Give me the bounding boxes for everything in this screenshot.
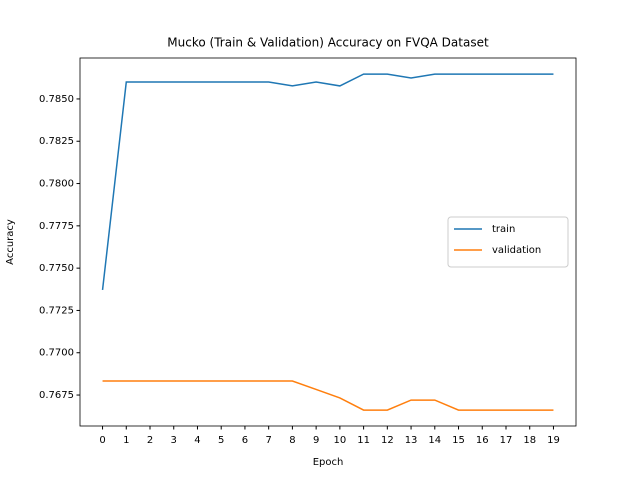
x-tick-label: 7 [265, 435, 271, 446]
x-tick-label: 15 [452, 435, 465, 446]
x-tick-label: 13 [405, 435, 418, 446]
x-tick-label: 4 [194, 435, 200, 446]
y-tick-label: 0.7750 [39, 263, 74, 274]
x-tick-label: 17 [500, 435, 513, 446]
x-axis-label: Epoch [313, 457, 344, 468]
legend-label: validation [492, 245, 541, 256]
y-tick-label: 0.7675 [39, 390, 74, 401]
x-tick-label: 12 [381, 435, 394, 446]
x-tick-label: 8 [289, 435, 295, 446]
x-tick-label: 18 [523, 435, 536, 446]
x-tick-label: 0 [99, 435, 105, 446]
y-tick-label: 0.7800 [39, 179, 74, 190]
y-tick-label: 0.7775 [39, 221, 74, 232]
y-tick-label: 0.7825 [39, 136, 74, 147]
x-tick-label: 14 [428, 435, 441, 446]
x-tick-label: 16 [476, 435, 489, 446]
x-tick-label: 3 [171, 435, 177, 446]
y-tick-label: 0.7700 [39, 348, 74, 359]
line-series [102, 380, 554, 411]
x-tick-label: 5 [218, 435, 224, 446]
y-tick-label: 0.7725 [39, 305, 74, 316]
x-tick-label: 10 [333, 435, 346, 446]
x-tick-label: 2 [147, 435, 153, 446]
line-series [101, 73, 554, 291]
y-tick-label: 0.7850 [39, 94, 74, 105]
y-axis-label: Accuracy [5, 219, 16, 265]
x-tick-label: 6 [242, 435, 248, 446]
plot-frame [79, 57, 577, 427]
chart-title: Mucko (Train & Validation) Accuracy on F… [167, 36, 489, 50]
x-tick-label: 9 [313, 435, 319, 446]
x-tick-label: 19 [547, 435, 560, 446]
x-tick-label: 1 [123, 435, 129, 446]
legend-label: train [492, 224, 515, 235]
x-tick-label: 11 [357, 435, 370, 446]
